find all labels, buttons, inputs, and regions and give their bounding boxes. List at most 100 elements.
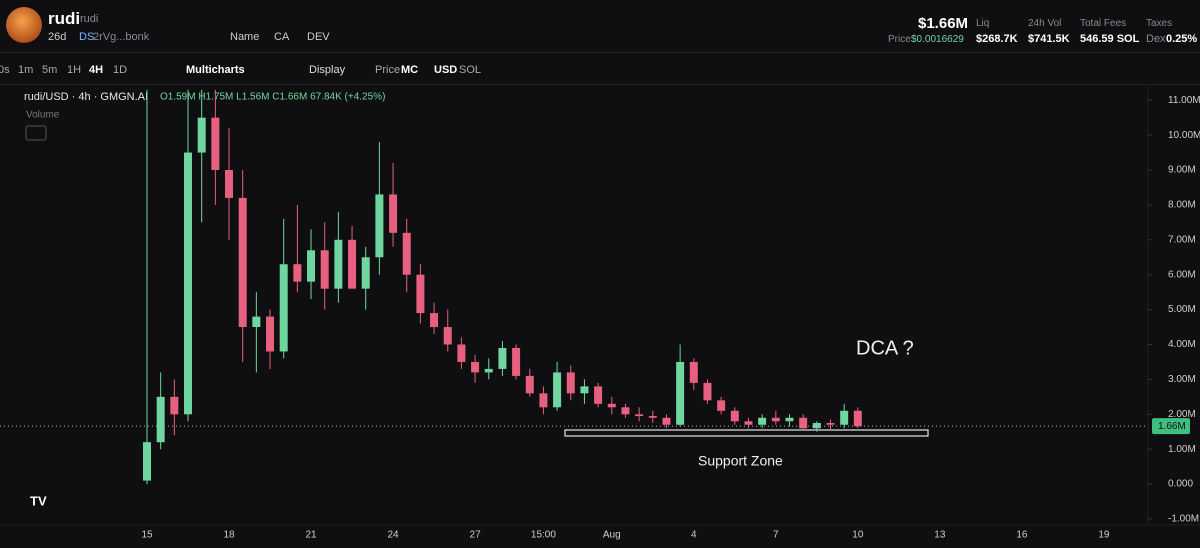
- candle-body: [471, 361, 480, 373]
- candle-body: [197, 117, 206, 153]
- multicharts[interactable]: Multicharts: [186, 64, 245, 76]
- x-tick-label: Aug: [603, 530, 621, 541]
- candle-body: [484, 368, 493, 373]
- toolbar: 0s 1m 5m 1H 4H 1D Multicharts Display Pr…: [0, 56, 1200, 85]
- candle-body: [539, 393, 548, 408]
- candle-body: [676, 361, 685, 425]
- interval[interactable]: 1m: [18, 64, 34, 76]
- candle-body: [279, 264, 288, 352]
- candle-body: [307, 250, 316, 282]
- candle-body: [184, 152, 193, 415]
- link-name[interactable]: Name: [230, 31, 260, 43]
- x-tick-label: 4: [691, 530, 697, 541]
- y-tick-label: 10.00M: [1168, 130, 1200, 141]
- candle-body: [320, 250, 329, 289]
- candle-body: [689, 361, 698, 383]
- candle-body: [266, 316, 275, 352]
- y-tick-label: 7.00M: [1168, 234, 1196, 245]
- stat-label: 24h Vol: [1028, 18, 1062, 29]
- y-tick-label: 1.00M: [1168, 444, 1196, 455]
- y-tick-label: 4.00M: [1168, 339, 1196, 350]
- price-toggle[interactable]: Price: [375, 64, 401, 76]
- link-dev[interactable]: DEV: [307, 31, 330, 43]
- interval[interactable]: 1H: [67, 64, 82, 76]
- price: $0.0016629: [911, 34, 964, 45]
- y-tick-label: 9.00M: [1168, 165, 1196, 176]
- candle-body: [580, 386, 589, 394]
- candle-body: [840, 410, 849, 425]
- taxes-label: Taxes: [1146, 18, 1173, 29]
- candle-body: [594, 386, 603, 404]
- token-logo: [6, 7, 42, 43]
- candle-body: [621, 407, 630, 415]
- dex-label: Dex: [1146, 33, 1166, 45]
- x-tick-label: 27: [470, 530, 482, 541]
- candle-body: [799, 417, 808, 429]
- stat-value: 546.59 SOL: [1080, 33, 1140, 45]
- header: rudi rudi 26d DS 2rVg...bonk Name CA DEV…: [0, 0, 1200, 53]
- y-tick-label: 11.00M: [1168, 95, 1200, 106]
- candle-body: [252, 316, 261, 328]
- x-tick-label: 18: [223, 530, 235, 541]
- x-tick-label: 24: [387, 530, 399, 541]
- chart-title: rudi/USD · 4h · GMGN.AI: [24, 91, 148, 103]
- candle-body: [402, 232, 411, 275]
- stat-value: $741.5K: [1028, 33, 1070, 45]
- display[interactable]: Display: [309, 64, 346, 76]
- x-tick-label: 15: [141, 530, 153, 541]
- x-tick-label: 10: [852, 530, 864, 541]
- candle-body: [525, 375, 534, 394]
- candle-body: [211, 117, 220, 171]
- candle-body: [389, 194, 398, 233]
- interval[interactable]: 4H: [89, 64, 104, 76]
- link-ca[interactable]: CA: [274, 31, 290, 43]
- token-age: 26d: [48, 31, 67, 43]
- annotation: Support Zone: [698, 453, 783, 469]
- support-zone-box: [564, 429, 929, 437]
- candle-body: [143, 442, 151, 481]
- candle-body: [812, 423, 821, 429]
- candle-body: [498, 347, 507, 369]
- volume-label: Volume: [26, 110, 60, 121]
- tv-logo: TV: [30, 493, 47, 508]
- y-tick-label: -1.00M: [1168, 514, 1199, 525]
- interval[interactable]: 5m: [42, 64, 58, 76]
- collapse-button[interactable]: [25, 125, 47, 141]
- x-tick-label: 19: [1098, 530, 1110, 541]
- usd-toggle[interactable]: USD: [434, 64, 458, 76]
- x-tick-label: 13: [934, 530, 946, 541]
- market-cap: $1.66M: [918, 15, 969, 32]
- candle-body: [703, 382, 712, 401]
- dex-value: 0.25%: [1166, 33, 1198, 45]
- token-ticker: rudi: [80, 13, 99, 25]
- candle-body: [334, 239, 343, 289]
- y-tick-label: 2.00M: [1168, 409, 1196, 420]
- sol-toggle[interactable]: SOL: [459, 64, 482, 76]
- candle-body: [730, 410, 739, 422]
- candle-body: [361, 257, 370, 289]
- interval[interactable]: 1D: [113, 64, 128, 76]
- last-price-label: 1.66M: [1158, 421, 1186, 432]
- mc-toggle[interactable]: MC: [401, 64, 419, 76]
- candle-body: [512, 347, 521, 376]
- candle-body: [826, 423, 835, 425]
- token-name: rudi: [48, 9, 81, 28]
- y-tick-label: 6.00M: [1168, 269, 1196, 280]
- ds-tag: DS: [79, 31, 95, 43]
- x-tick-label: 16: [1016, 530, 1028, 541]
- token-address[interactable]: 2rVg...bonk: [93, 31, 150, 43]
- x-tick-label: 7: [773, 530, 779, 541]
- interval[interactable]: 0s: [0, 64, 10, 76]
- candle-body: [416, 274, 425, 314]
- price-label: Price: [888, 34, 911, 45]
- annotation: DCA ?: [856, 337, 914, 359]
- stat-value: $268.7K: [976, 33, 1018, 45]
- candle-body: [156, 396, 165, 443]
- candle-body: [293, 264, 302, 282]
- candle-body: [744, 421, 753, 425]
- candle-body: [238, 197, 247, 328]
- x-tick-label: 15:00: [531, 530, 556, 541]
- ohlc-legend: O1.59M H1.75M L1.56M C1.66M 67.84K (+4.2…: [160, 92, 385, 103]
- last-price-tag: [1152, 418, 1190, 435]
